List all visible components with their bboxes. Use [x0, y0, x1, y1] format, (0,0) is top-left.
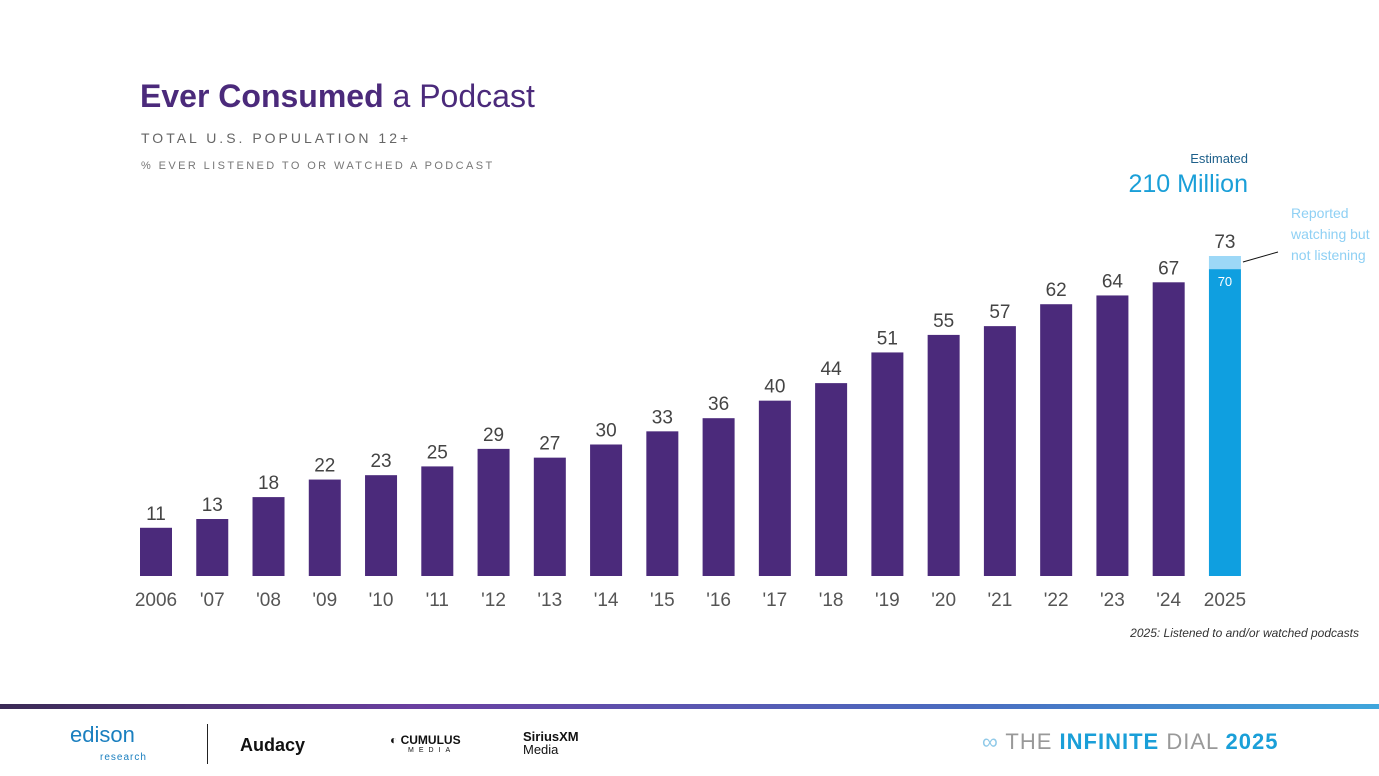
siriusxm-logo: SiriusXM Media — [523, 730, 579, 756]
data-label: 30 — [596, 420, 617, 441]
data-label: 18 — [258, 473, 279, 494]
bar — [196, 519, 229, 576]
data-label: 44 — [821, 359, 843, 380]
data-label: 67 — [1158, 258, 1179, 279]
data-label: 64 — [1102, 271, 1124, 292]
x-tick-label: '08 — [256, 590, 281, 611]
infinite-dial-logo: ∞ THE INFINITE DIAL 2025 — [982, 729, 1279, 755]
data-label: 57 — [989, 302, 1010, 323]
bar — [702, 418, 735, 576]
x-tick-label: '21 — [988, 590, 1013, 611]
x-tick-label: '13 — [537, 590, 562, 611]
x-tick-label: '15 — [650, 590, 675, 611]
data-label: 62 — [1046, 280, 1067, 301]
bar — [1040, 304, 1073, 576]
x-tick-label: '17 — [762, 590, 787, 611]
estimate-value: 210 Million — [1128, 170, 1248, 198]
bar-inner-label: 70 — [1218, 274, 1232, 289]
x-tick-label: '22 — [1044, 590, 1069, 611]
bar — [983, 326, 1016, 576]
cumulus-sub: MEDIA — [408, 747, 456, 754]
title-rest: a Podcast — [383, 78, 535, 114]
x-tick-label: '18 — [819, 590, 844, 611]
data-label: 27 — [539, 434, 560, 455]
cumulus-logo: ◐ CUMULUS MEDIA — [390, 733, 461, 754]
data-label: 40 — [764, 377, 785, 398]
cumulus-text: CUMULUS — [400, 733, 461, 747]
x-tick-label: '10 — [369, 590, 394, 611]
x-tick-label: '23 — [1100, 590, 1125, 611]
footnote: 2025: Listened to and/or watched podcast… — [1130, 626, 1359, 640]
data-label: 55 — [933, 311, 954, 332]
data-label: 13 — [202, 495, 223, 516]
sirius-text: SiriusXM — [523, 729, 579, 744]
data-label: 22 — [314, 456, 335, 477]
x-tick-label: '19 — [875, 590, 900, 611]
bar — [533, 457, 566, 576]
bar — [646, 431, 679, 576]
bar — [1096, 295, 1129, 576]
data-label: 51 — [877, 328, 898, 349]
sirius-sub: Media — [523, 742, 559, 757]
data-label: 11 — [146, 504, 166, 525]
data-label: 29 — [483, 425, 504, 446]
bar — [308, 479, 341, 576]
data-label: 25 — [427, 442, 448, 463]
x-tick-label: '20 — [931, 590, 956, 611]
data-label: 36 — [708, 394, 729, 415]
bar — [1152, 282, 1185, 576]
edison-logo: edison — [70, 722, 135, 747]
subtitle: TOTAL U.S. POPULATION 12+ — [141, 130, 412, 146]
bar — [477, 448, 510, 576]
x-tick-label: '16 — [706, 590, 731, 611]
x-tick-label: 2006 — [135, 590, 177, 611]
data-label: 73 — [1214, 232, 1235, 253]
bar-chart: 11 2006 13 '07 18 '08 22 '09 23 '10 25 '11 29 '12 27 '1… — [135, 232, 1279, 611]
footer-gradient-rule — [0, 704, 1379, 709]
data-label: 23 — [370, 451, 391, 472]
x-tick-label: '09 — [312, 590, 337, 611]
bar — [927, 334, 960, 576]
bar — [140, 527, 172, 576]
x-tick-label: '12 — [481, 590, 506, 611]
x-tick-label: '14 — [594, 590, 619, 611]
divider — [207, 724, 208, 764]
dial-post: DIAL — [1159, 729, 1219, 754]
sub-subtitle: % EVER LISTENED TO OR WATCHED A PODCAST — [141, 160, 495, 172]
dial-pre: THE — [1005, 729, 1060, 754]
bar — [590, 444, 623, 576]
x-tick-label: 2025 — [1204, 590, 1246, 611]
title-bold: Ever Consumed — [140, 78, 384, 114]
dial-year: 2025 — [1225, 729, 1279, 754]
edison-logo-sub: research — [100, 752, 147, 763]
bar — [421, 466, 454, 576]
x-tick-label: '24 — [1156, 590, 1181, 611]
bar-segment-listened — [1208, 269, 1241, 576]
annotation: Reported watching but not listening — [1291, 205, 1370, 263]
bar — [871, 352, 904, 576]
x-tick-label: '07 — [200, 590, 225, 611]
bar-segment-watching — [1208, 256, 1241, 270]
bar — [252, 497, 285, 576]
x-tick-label: '11 — [426, 590, 449, 611]
annotation-leader-line — [1242, 251, 1279, 263]
data-label: 33 — [652, 407, 673, 428]
bar — [815, 383, 848, 576]
infinity-icon: ∞ — [982, 729, 999, 754]
audacy-logo: Audacy — [240, 735, 306, 755]
bar — [365, 475, 398, 576]
page-title: Ever Consumed a Podcast — [140, 78, 535, 115]
bar — [758, 400, 791, 576]
estimate-label: Estimated — [1190, 151, 1248, 166]
dial-mid: INFINITE — [1059, 729, 1160, 754]
